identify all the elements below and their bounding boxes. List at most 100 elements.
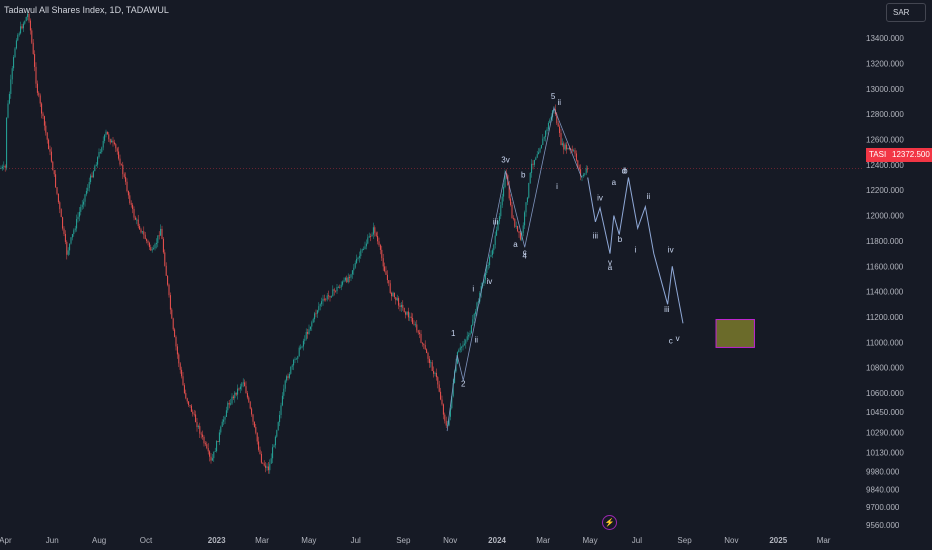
candle-body <box>125 176 127 182</box>
candle-body <box>540 145 542 149</box>
candle-body <box>532 163 534 165</box>
candle-body <box>410 316 412 319</box>
candle-body <box>36 83 38 93</box>
candle-body <box>512 218 514 219</box>
candle-body <box>211 458 213 461</box>
wave-label: ii <box>647 192 651 201</box>
candle-body <box>216 441 218 452</box>
candle-body <box>24 21 26 24</box>
candle-body <box>227 402 229 411</box>
candle-body <box>231 396 233 404</box>
time-tick-label: May <box>301 536 316 545</box>
target-zone-layer <box>715 319 755 348</box>
wave-label: a <box>513 240 518 249</box>
candle-body <box>287 376 289 378</box>
candle-body <box>133 209 135 218</box>
candle-body <box>308 329 310 334</box>
candle-body <box>258 441 260 450</box>
candle-body <box>273 445 275 448</box>
candle-body <box>67 250 69 255</box>
candle-body <box>97 157 99 165</box>
wave-label: iii <box>593 231 599 240</box>
candle-body <box>203 436 205 444</box>
target-zone <box>715 319 755 348</box>
candle-body <box>99 152 101 153</box>
candle-body <box>332 289 334 297</box>
candle-body <box>363 249 365 250</box>
wave-label: i <box>472 285 474 294</box>
candle-body <box>305 332 307 340</box>
price-tick-label: 13200.000 <box>866 59 904 68</box>
candle-body <box>69 243 71 251</box>
candle-body <box>293 359 295 366</box>
candle-body <box>475 311 477 314</box>
candle-body <box>71 234 73 238</box>
candle-body <box>559 126 561 134</box>
candle-body <box>214 451 216 452</box>
candle-body <box>550 116 552 120</box>
candles-layer <box>0 10 589 474</box>
candle-body <box>515 225 517 227</box>
candle-body <box>64 233 66 242</box>
candle-body <box>543 136 545 139</box>
currency-selector[interactable]: SAR <box>886 3 926 22</box>
candle-body <box>4 165 6 168</box>
candle-body <box>217 441 219 443</box>
candle-body <box>353 267 355 271</box>
candle-body <box>153 248 155 250</box>
candle-body <box>585 168 587 174</box>
candle-body <box>316 310 318 314</box>
candle-body <box>167 275 169 285</box>
candle-body <box>458 350 460 353</box>
candle-body <box>518 231 520 233</box>
ticker-label: TASI <box>866 148 890 162</box>
time-tick-label: Mar <box>255 536 269 545</box>
candle-body <box>14 48 16 58</box>
candle-body <box>378 241 380 246</box>
candle-body <box>545 130 547 137</box>
candle-body <box>60 209 62 218</box>
candle-body <box>564 144 566 150</box>
price-tick-label: 12000.000 <box>866 212 904 221</box>
candle-body <box>437 377 439 385</box>
candle-body <box>490 254 492 257</box>
candle-body <box>487 265 489 266</box>
candle-body <box>52 161 54 171</box>
time-tick-label: Nov <box>724 536 738 545</box>
lightning-icon[interactable]: ⚡ <box>602 515 617 530</box>
candle-body <box>323 298 325 300</box>
wave-label: 1 <box>451 329 456 338</box>
candle-body <box>315 313 317 315</box>
price-tick-label: 10600.000 <box>866 389 904 398</box>
candle-body <box>277 422 279 431</box>
candle-body <box>300 347 302 349</box>
candle-body <box>393 292 395 298</box>
candle-body <box>150 247 152 251</box>
candle-body <box>423 343 425 345</box>
candle-body <box>284 380 286 389</box>
candle-body <box>494 235 496 245</box>
candle-body <box>511 204 513 219</box>
candle-body <box>239 386 241 390</box>
candle-body <box>242 382 244 384</box>
candle-body <box>252 414 254 422</box>
candle-body <box>330 296 332 298</box>
candle-body <box>120 164 122 166</box>
candle-body <box>582 174 584 177</box>
candle-body <box>129 195 131 204</box>
candle-body <box>76 219 78 229</box>
candle-body <box>403 307 405 313</box>
candle-body <box>232 396 234 399</box>
candle-body <box>8 93 10 104</box>
candle-body <box>365 243 367 247</box>
candle-body <box>251 408 253 415</box>
price-tick-label: 13400.000 <box>866 34 904 43</box>
price-tick-label: 11600.000 <box>866 262 904 271</box>
candle-body <box>209 451 211 457</box>
candle-body <box>417 330 419 333</box>
candle-body <box>528 183 530 198</box>
candle-body <box>377 236 379 242</box>
candle-body <box>431 362 433 372</box>
